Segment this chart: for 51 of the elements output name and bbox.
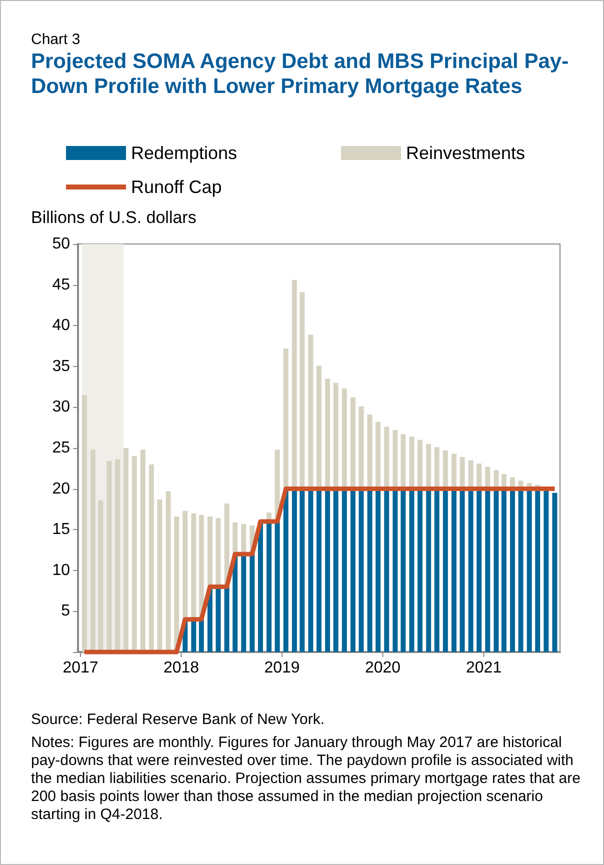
bar (132, 456, 137, 652)
x-tick-label: 2019 (264, 660, 300, 676)
bar (82, 394, 87, 652)
bar (283, 488, 288, 652)
bar (140, 450, 146, 652)
y-tick-label: 20 (52, 480, 70, 498)
bar (174, 516, 180, 652)
bar (207, 516, 212, 587)
y-tick-label: 10 (52, 562, 70, 579)
bar (250, 554, 255, 652)
bar (191, 513, 196, 620)
caption: Chart 3 (31, 31, 80, 48)
line-series (82, 486, 557, 654)
bar (283, 348, 288, 489)
bar (258, 521, 263, 652)
bar (166, 491, 171, 652)
source-note: Source: Federal Reserve Bank of New York. (31, 711, 326, 729)
bar (274, 521, 280, 652)
legend-label: Runoff Cap (131, 177, 222, 197)
bar (98, 500, 104, 652)
bar (232, 522, 238, 554)
x-tick-label: 2021 (466, 660, 502, 676)
bar (106, 461, 112, 652)
bar (90, 450, 96, 652)
legend-label: Reinvestments (406, 143, 526, 163)
bar (232, 554, 238, 652)
bar (224, 586, 230, 652)
x-tick-label: 2018 (163, 660, 200, 676)
y-tick-label: 5 (61, 602, 70, 620)
bar (198, 514, 204, 620)
y-axis-title: Billions of U.S. dollars (31, 208, 196, 228)
bar (241, 554, 246, 652)
text: Notes: Figures are monthly. Figures for January through May 2017 are historical pay-downs that were reinvested over time. The paydown profile is associated with the median liabilities scenario. Projection assumes primary mortgage rates that are 200 basis points lower than those assumed in the median projection scenario starting in Q4-2018. (31, 734, 582, 824)
bar (148, 464, 154, 652)
x-tick-label: 2020 (364, 660, 401, 676)
y-tick-label: 30 (52, 398, 70, 416)
bar (198, 619, 204, 652)
bar (124, 448, 129, 652)
bar (182, 510, 188, 620)
chart-title: Projected SOMA Agency Debt and MBS Principal Pay-Down Profile with Lower Primary Mortgage Rates (31, 49, 570, 99)
y-tick-label: 15 (52, 521, 70, 538)
y-tick-label: 25 (52, 440, 70, 456)
bar (552, 492, 558, 652)
y-tick-label: 35 (52, 358, 70, 375)
y-tick-label: 45 (52, 276, 70, 294)
bar (157, 499, 162, 652)
bar (114, 459, 120, 652)
y-tick-label: 50 (52, 236, 70, 252)
legend-label: Redemptions (131, 143, 238, 163)
x-tick-label: 2017 (62, 660, 98, 676)
y-tick-label: 40 (52, 317, 70, 334)
